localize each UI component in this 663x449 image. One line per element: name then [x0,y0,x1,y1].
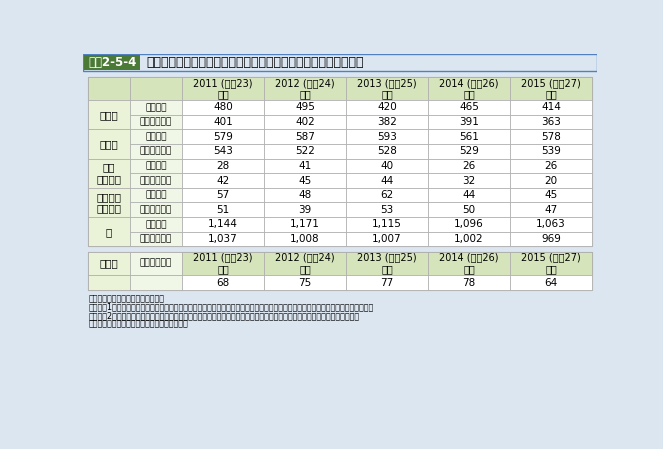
Text: 労災保険法に基づく石綿による肺がん、中皮腫等の労災補償状況: 労災保険法に基づく石綿による肺がん、中皮腫等の労災補償状況 [147,56,364,69]
Bar [510,144,592,158]
Text: 68: 68 [216,277,229,287]
Bar [510,188,592,202]
Bar [130,158,182,173]
Text: 中皮腫: 中皮腫 [99,139,118,149]
Text: 528: 528 [377,146,397,156]
Bar [346,100,428,114]
Text: びまん性
胸膜肥厚: びまん性 胸膜肥厚 [96,192,121,213]
Bar [428,173,510,188]
Text: 1,096: 1,096 [454,220,484,229]
Text: 1,008: 1,008 [290,234,320,244]
Text: れたものを抽出し、集計している。: れたものを抽出し、集計している。 [88,320,188,329]
Bar [428,77,510,100]
Text: 請求件数: 請求件数 [145,132,167,141]
Bar [346,129,428,144]
Bar [88,100,130,129]
Bar [88,275,130,290]
Bar [182,114,264,129]
Text: 57: 57 [216,190,229,200]
Bar [83,54,597,71]
Text: 資料：厚生労働省労働基準局調べ。: 資料：厚生労働省労働基準局調べ。 [88,294,164,303]
Bar [346,158,428,173]
Bar [510,158,592,173]
Text: 2012 (平成24)
年度: 2012 (平成24) 年度 [275,78,335,99]
Text: 28: 28 [216,161,229,171]
Bar [510,114,592,129]
Bar [130,114,182,129]
Bar [428,275,510,290]
Text: 2015 (平成27)
年度: 2015 (平成27) 年度 [521,78,581,99]
Text: 2011 (平成23)
年度: 2011 (平成23) 年度 [194,252,253,274]
Bar [88,129,130,158]
Text: 75: 75 [298,277,312,287]
Bar [346,232,428,247]
Bar [428,158,510,173]
Text: 593: 593 [377,132,397,141]
Text: 363: 363 [541,117,561,127]
Text: 44: 44 [381,176,394,185]
Bar [428,252,510,275]
Text: 51: 51 [216,205,229,215]
Bar [130,173,182,188]
Text: 1,171: 1,171 [290,220,320,229]
Bar [84,55,141,70]
Bar [88,77,130,100]
Text: 石綿肺: 石綿肺 [99,258,118,269]
Text: 32: 32 [462,176,475,185]
Text: 請求件数: 請求件数 [145,161,167,171]
Text: 42: 42 [216,176,229,185]
Text: 1,007: 1,007 [372,234,402,244]
Bar [130,202,182,217]
Text: 522: 522 [295,146,315,156]
Bar [130,275,182,290]
Text: 48: 48 [298,190,312,200]
Bar [182,144,264,158]
Bar [182,252,264,275]
Text: 402: 402 [295,117,315,127]
Text: 495: 495 [295,102,315,112]
Bar [428,188,510,202]
Bar [264,232,346,247]
Text: 良性
石綿胸水: 良性 石綿胸水 [96,163,121,184]
Text: 1,144: 1,144 [208,220,238,229]
Bar [264,129,346,144]
Text: 47: 47 [544,205,558,215]
Text: 414: 414 [541,102,561,112]
Bar [346,144,428,158]
Text: 請求件数: 請求件数 [145,103,167,112]
Text: 77: 77 [381,277,394,287]
Bar [264,202,346,217]
Text: 2013 (平成25)
年度: 2013 (平成25) 年度 [357,252,417,274]
Bar [182,232,264,247]
Bar [264,217,346,232]
Text: 579: 579 [213,132,233,141]
Text: 50: 50 [463,205,475,215]
Bar [88,188,130,217]
Bar [510,77,592,100]
Bar [130,252,182,275]
Text: 2．「石綿肺」はじん肺の一種であり、石綿肺又はじん肺として労災請求されたもののうち、石綿肺として労災認定さ: 2．「石綿肺」はじん肺の一種であり、石綿肺又はじん肺として労災請求されたもののう… [88,311,359,320]
Bar [346,188,428,202]
Text: 587: 587 [295,132,315,141]
Text: 支給決定件数: 支給決定件数 [140,205,172,214]
Bar [130,129,182,144]
Bar [346,77,428,100]
Bar [88,158,130,188]
Bar [182,129,264,144]
Text: 支給決定件数: 支給決定件数 [140,259,172,268]
Bar [264,100,346,114]
Bar [182,158,264,173]
Text: 肺がん: 肺がん [99,110,118,120]
Text: 2011 (平成23)
年度: 2011 (平成23) 年度 [194,78,253,99]
Text: 26: 26 [462,161,475,171]
Text: 543: 543 [213,146,233,156]
Bar [428,100,510,114]
Text: 2013 (平成25)
年度: 2013 (平成25) 年度 [357,78,417,99]
Bar [264,275,346,290]
Text: 2012 (平成24)
年度: 2012 (平成24) 年度 [275,252,335,274]
Text: 図表2-5-4: 図表2-5-4 [88,56,137,69]
Bar [428,202,510,217]
Bar [264,173,346,188]
Bar [264,158,346,173]
Text: 2014 (平成26)
年度: 2014 (平成26) 年度 [440,252,499,274]
